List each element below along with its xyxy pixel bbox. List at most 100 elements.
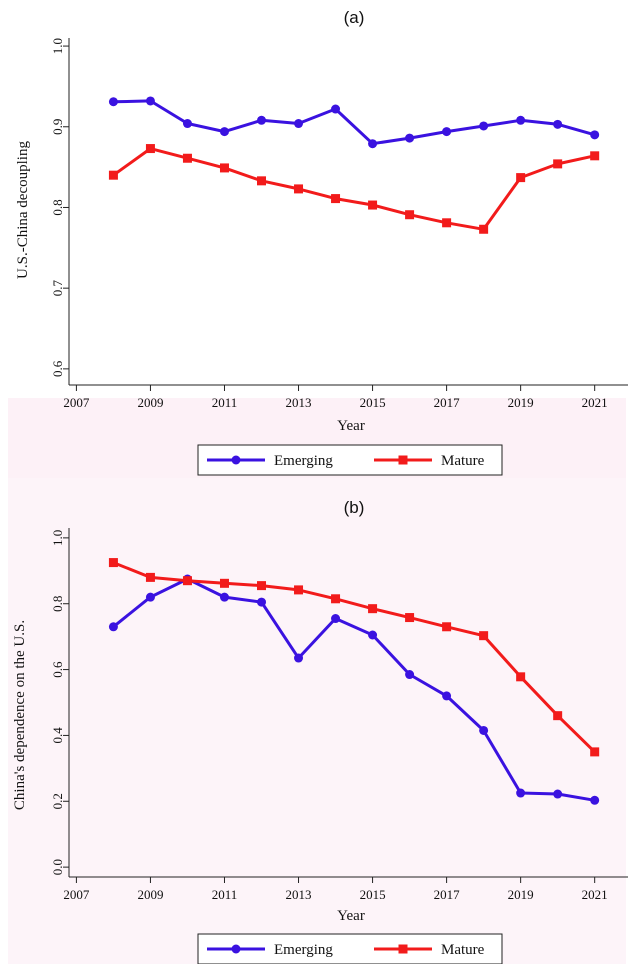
x-tick-label: 2011 [212, 887, 238, 902]
panel-a: (a) U.S.-China decoupling Year 0.6 0.7 0.8… [15, 8, 628, 476]
data-point-mature [331, 594, 341, 604]
data-point-mature [368, 604, 378, 614]
x-tick-label: 2009 [137, 887, 163, 902]
y-tick-label: 1.0 [50, 530, 65, 546]
data-point-emerging [368, 139, 378, 149]
y-tick-label: 0.6 [50, 360, 65, 377]
data-point-emerging [368, 630, 378, 640]
y-tick-label: 0.6 [50, 661, 65, 678]
legend-marker-mature [398, 944, 408, 954]
x-tick-label: 2011 [212, 395, 238, 410]
data-point-emerging [516, 788, 526, 798]
data-point-emerging [331, 614, 341, 624]
data-point-emerging [442, 127, 452, 137]
y-tick-label: 0.8 [50, 199, 65, 215]
x-tick-label: 2017 [434, 887, 461, 902]
data-point-emerging [145, 96, 155, 106]
data-point-mature [442, 622, 452, 632]
series-line-emerging [113, 99, 596, 146]
data-point-mature [405, 210, 415, 220]
data-point-emerging [108, 97, 118, 107]
x-tick-label: 2015 [360, 395, 386, 410]
data-point-mature [182, 153, 192, 163]
data-point-emerging [294, 119, 304, 129]
data-point-mature [368, 200, 378, 210]
y-tick-label: 0.4 [50, 727, 65, 744]
data-point-emerging [219, 127, 229, 137]
data-point-emerging [331, 104, 341, 114]
data-point-mature [108, 558, 118, 568]
legend-marker-mature [398, 455, 408, 465]
data-point-emerging [108, 622, 118, 632]
panel-a-xlabel: Year [337, 418, 365, 434]
data-point-emerging [405, 670, 415, 680]
data-point-emerging [590, 130, 600, 140]
x-tick-label: 2013 [286, 887, 312, 902]
data-point-mature [294, 184, 304, 194]
data-point-emerging [145, 592, 155, 602]
x-tick-label: 2019 [508, 887, 534, 902]
y-tick-label: 0.2 [50, 793, 65, 809]
x-tick-label: 2007 [63, 887, 90, 902]
x-tick-label: 2017 [434, 395, 461, 410]
data-point-emerging [516, 115, 526, 125]
data-point-mature [442, 218, 452, 228]
panel-b: (b) China's dependence on the U.S. Year … [12, 498, 628, 964]
data-point-emerging [442, 691, 452, 701]
data-point-emerging [182, 119, 192, 129]
data-point-emerging [479, 725, 489, 735]
series-line-mature [112, 561, 596, 753]
data-point-mature [294, 585, 304, 595]
legend-label-mature: Mature [441, 942, 485, 958]
data-point-mature [182, 576, 192, 586]
data-point-mature [219, 163, 229, 173]
data-point-mature [553, 711, 563, 721]
x-tick-label: 2019 [508, 395, 534, 410]
data-point-mature [516, 173, 526, 183]
series-line-emerging [112, 577, 595, 802]
data-point-mature [479, 224, 489, 234]
data-point-mature [145, 572, 155, 582]
panel-a-ylabel: U.S.-China decoupling [15, 141, 31, 279]
x-tick-label: 2009 [137, 395, 163, 410]
y-tick-label: 0.0 [50, 859, 65, 875]
data-point-emerging [294, 653, 304, 663]
data-point-mature [553, 159, 563, 169]
data-point-emerging [257, 597, 267, 607]
data-point-emerging [590, 795, 600, 805]
panel-b-ylabel: China's dependence on the U.S. [12, 620, 28, 810]
x-tick-label: 2013 [286, 395, 312, 410]
series-line-mature [112, 147, 596, 231]
y-tick-label: 0.7 [50, 280, 65, 297]
data-point-emerging [405, 133, 415, 143]
legend-marker-emerging [231, 455, 241, 465]
legend-marker-emerging [231, 944, 241, 954]
data-point-mature [590, 151, 600, 161]
legend-label-emerging: Emerging [274, 942, 333, 958]
data-point-emerging [553, 789, 563, 799]
data-point-mature [331, 194, 341, 204]
x-tick-label: 2015 [360, 887, 386, 902]
x-tick-label: 2007 [63, 395, 90, 410]
legend-label-mature: Mature [441, 453, 485, 469]
data-point-mature [108, 170, 118, 180]
data-point-emerging [257, 115, 267, 125]
data-point-emerging [219, 592, 229, 602]
data-point-mature [257, 176, 267, 186]
legend: Emerging Mature [197, 444, 503, 476]
panel-b-title: (b) [344, 498, 365, 517]
data-point-mature [219, 578, 229, 588]
panel-a-title: (a) [344, 8, 365, 27]
legend: Emerging Mature [197, 933, 503, 964]
data-point-mature [405, 613, 415, 623]
x-tick-label: 2021 [582, 887, 608, 902]
data-point-mature [257, 581, 267, 591]
x-tick-label: 2021 [582, 395, 608, 410]
data-point-emerging [553, 119, 563, 129]
data-point-mature [590, 747, 600, 757]
y-tick-label: 0.9 [50, 119, 65, 135]
data-point-mature [516, 672, 526, 682]
panel-b-xlabel: Year [337, 908, 365, 924]
y-tick-label: 0.8 [50, 596, 65, 612]
